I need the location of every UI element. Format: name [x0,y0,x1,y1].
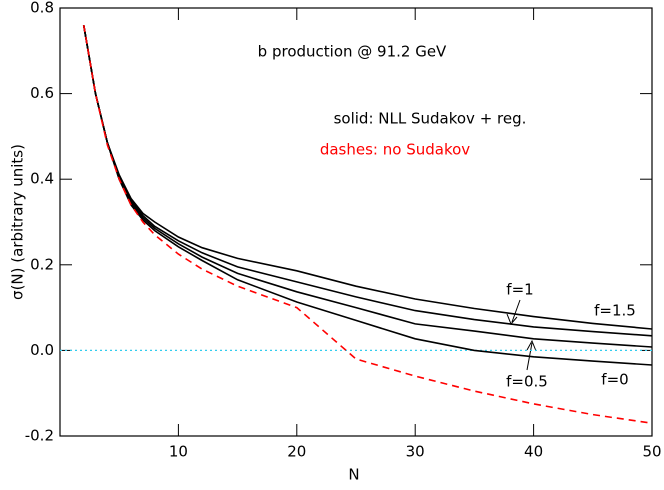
series-line [82,24,653,366]
curve-label: f=1 [506,281,533,299]
x-tick-label: 50 [642,443,661,461]
series-line [82,24,653,330]
x-tick-label: 40 [524,443,543,461]
curve-label: f=1.5 [594,302,636,320]
x-axis-label: N [348,466,359,484]
y-tick-label: 0.4 [30,170,54,188]
arrows [506,299,537,371]
y-tick-label: 0.0 [30,341,54,359]
curve-label: f=0.5 [506,373,548,391]
annotation: solid: NLL Sudakov + reg. [334,110,527,128]
y-tick-label: -0.2 [25,427,54,445]
curve-label: f=0 [601,371,628,389]
annotation: b production @ 91.2 GeV [258,43,447,61]
series-line [82,24,653,424]
y-tick-label: 0.2 [30,255,54,273]
series-line [82,24,653,348]
annotation: dashes: no Sudakov [320,141,470,159]
y-tick-label: 0.8 [30,0,54,17]
x-tick-label: 10 [169,443,188,461]
y-tick-label: 0.6 [30,84,54,102]
plot-frame [59,7,653,437]
x-tick-label: 30 [406,443,425,461]
arrow [506,299,521,325]
y-axis-label: σ(N) (arbitrary units) [9,144,27,300]
x-tick-label: 20 [287,443,306,461]
